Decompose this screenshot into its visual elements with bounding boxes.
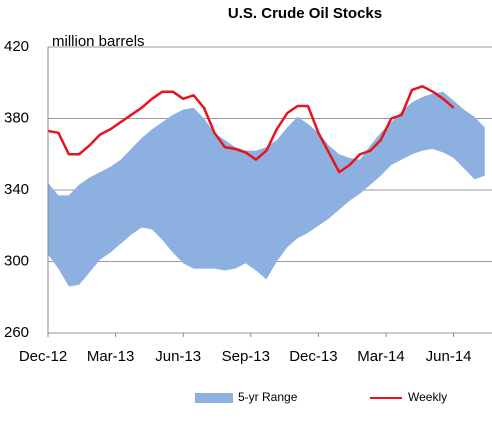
weekly-line [48, 85, 455, 174]
legend-label: 5-yr Range [238, 390, 298, 404]
x-tick-label: Dec-12 [19, 348, 67, 365]
chart-title: U.S. Crude Oil Stocks [228, 5, 382, 22]
range-band [48, 91, 485, 287]
y-axis-label: million barrels [52, 33, 145, 50]
legend-swatch [195, 393, 233, 403]
x-tick-label: Dec-13 [289, 348, 337, 365]
x-tick-label: Mar-13 [87, 348, 135, 365]
y-tick-label: 300 [4, 252, 29, 269]
x-tick-label: Jun-14 [426, 348, 472, 365]
y-tick-label: 340 [4, 181, 29, 198]
y-tick-label: 380 [4, 109, 29, 126]
x-tick-label: Jun-13 [155, 348, 201, 365]
y-tick-label: 420 [4, 38, 29, 55]
x-tick-label: Sep-13 [222, 348, 270, 365]
x-tick-label: Mar-14 [357, 348, 405, 365]
y-tick-label: 260 [4, 324, 29, 341]
legend-label: Weekly [408, 390, 447, 404]
